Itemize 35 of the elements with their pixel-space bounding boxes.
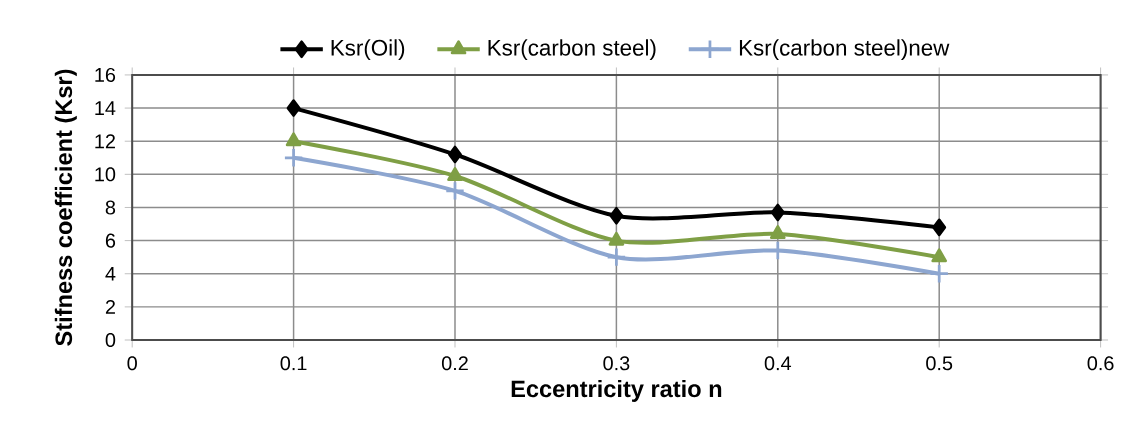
x-tick-label: 0.4: [764, 356, 792, 371]
y-tick-label: 8: [105, 200, 116, 215]
point: [447, 167, 463, 182]
x-tick-label: 0.5: [926, 356, 953, 371]
x-tick-label: 0: [127, 356, 137, 371]
x-tick-label: 0.2: [441, 356, 468, 371]
point: [285, 132, 302, 147]
y-axis-title: Stifness coefficient (Ksr): [54, 69, 77, 346]
point: [609, 206, 624, 225]
point: [929, 263, 950, 284]
point: [932, 218, 947, 237]
point: [286, 99, 301, 117]
point: [283, 147, 304, 168]
y-tick-label: 16: [95, 67, 116, 82]
point: [931, 248, 948, 263]
y-tick-label: 2: [105, 299, 115, 314]
point: [769, 225, 786, 240]
y-tick-label: 14: [95, 101, 116, 115]
x-tick-label: 0.6: [1087, 356, 1114, 371]
legend-label: Ksr(carbon steel)new: [739, 39, 950, 61]
point: [608, 231, 625, 246]
point: [606, 247, 627, 268]
legend-label: Ksr(Oil): [331, 39, 405, 61]
x-tick-label: 0.3: [603, 356, 630, 371]
y-tick-label: 12: [95, 134, 115, 149]
point: [770, 203, 785, 222]
point: [448, 145, 462, 164]
legend-label: Ksr(carbon steel): [488, 39, 656, 61]
y-tick-label: 6: [105, 233, 116, 248]
point: [444, 180, 466, 201]
x-tick-label: 0.1: [280, 356, 307, 371]
x-axis-title: Eccentricity ratio n: [511, 379, 722, 402]
y-tick-label: 4: [105, 266, 116, 281]
y-tick-label: 0: [105, 332, 116, 348]
y-tick-label: 10: [95, 167, 116, 182]
